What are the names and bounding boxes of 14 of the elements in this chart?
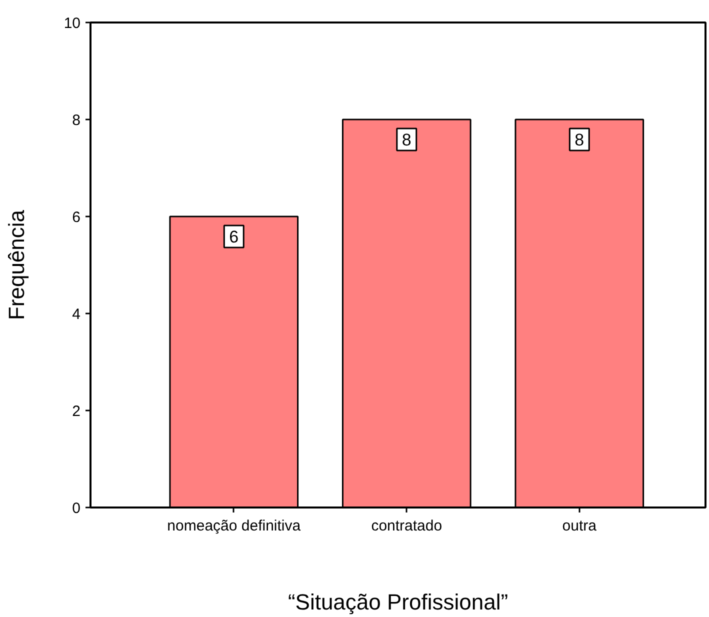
y-axis-title: Frequência (4, 209, 29, 320)
x-tick-label: nomeação definitiva (167, 518, 302, 534)
y-tick-label: 0 (72, 500, 80, 517)
y-tick-label: 4 (72, 306, 80, 323)
x-tick-label: outra (562, 518, 598, 534)
y-tick-label: 8 (72, 112, 80, 129)
data-label: 8 (402, 130, 412, 150)
x-tick-label: contratado (371, 518, 442, 534)
y-tick-label: 10 (64, 15, 81, 32)
data-label: 8 (574, 130, 584, 150)
y-tick-label: 2 (72, 403, 80, 420)
x-axis-title: “Situação Profissional” (288, 590, 508, 614)
data-label: 6 (229, 228, 239, 246)
y-tick-label: 6 (72, 209, 80, 226)
